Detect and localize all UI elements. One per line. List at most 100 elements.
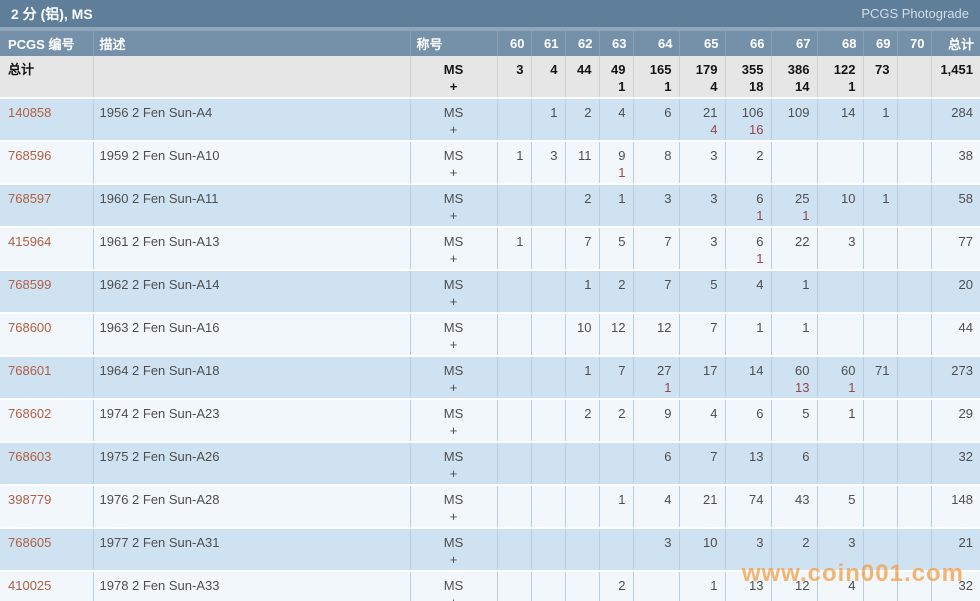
grade-cell: 7 — [678, 312, 725, 356]
grade-cell — [530, 226, 565, 270]
grade-cell — [896, 226, 931, 270]
grade-cell: 3 — [724, 527, 771, 571]
grade-cell: 1 — [564, 269, 599, 313]
grade-count: 7 — [618, 363, 626, 378]
row-total-cell: 44 — [930, 312, 980, 356]
grade-cell — [496, 312, 531, 356]
designation-ms: MS — [443, 105, 464, 120]
grade-cell — [896, 183, 931, 227]
pcgs-number-cell: 768599 — [0, 269, 93, 313]
grade-count: 7 — [710, 320, 718, 335]
grade-cell: 1 — [862, 97, 897, 141]
table-row: 768602 1974 2 Fen Sun-A23 MS +2 2 9 4 6 5 1 29 — [0, 398, 980, 442]
grade-count: 13 — [749, 449, 764, 464]
pcgs-number-cell: 768602 — [0, 398, 93, 442]
designation-cell: MS + — [409, 140, 497, 184]
designation-cell: MS + — [409, 441, 497, 485]
grade-count: 60 — [841, 363, 856, 378]
grade-cell — [816, 269, 863, 313]
grade-count: 4 — [618, 105, 626, 120]
col-header-grade-65: 65 — [678, 31, 725, 56]
designation-plus: + — [449, 79, 458, 94]
grade-count: 3 — [516, 62, 524, 77]
pcgs-number-link[interactable]: 768597 — [8, 191, 52, 206]
grade-count: 14 — [841, 105, 856, 120]
grade-cell — [496, 183, 531, 227]
pcgs-number-cell: 410025 — [0, 570, 93, 601]
grade-count: 4 — [664, 492, 672, 507]
col-header-grade-67: 67 — [770, 31, 817, 56]
grade-cell: 1 — [530, 97, 565, 141]
table-row: 768601 1964 2 Fen Sun-A18 MS +1 7 27 1 17 14 60 13… — [0, 355, 980, 399]
grade-cell: 13 — [724, 570, 771, 601]
grade-count: 6 — [802, 449, 810, 464]
grade-cell — [896, 441, 931, 485]
pcgs-number-link[interactable]: 768600 — [8, 320, 52, 335]
grade-count: 13 — [749, 578, 764, 593]
description-cell: 1964 2 Fen Sun-A18 — [92, 355, 410, 399]
totals-description-cell — [92, 56, 410, 98]
grade-count: 11 — [578, 148, 592, 163]
designation-ms: MS — [443, 578, 464, 593]
grade-cell: 4 — [632, 484, 679, 528]
grade-count: 10 — [703, 535, 718, 550]
pcgs-number-link[interactable]: 398779 — [8, 492, 52, 507]
row-total-value: 21 — [958, 535, 973, 550]
pcgs-photograde-link[interactable]: PCGS Photograde — [861, 6, 969, 21]
designation-ms: MS — [443, 320, 464, 335]
grade-plus-count: 14 — [795, 79, 810, 94]
row-total-cell: 21 — [930, 527, 980, 571]
grade-cell: 12 — [770, 570, 817, 601]
pcgs-number-link[interactable]: 768605 — [8, 535, 52, 550]
pcgs-number-link[interactable]: 768601 — [8, 363, 52, 378]
grade-cell — [862, 570, 897, 601]
table-row: 398779 1976 2 Fen Sun-A28 MS +1 4 21 74 43 5 148 — [0, 484, 980, 528]
grade-cell: 7 — [632, 226, 679, 270]
grade-count: 1 — [584, 277, 592, 292]
grade-cell: 106 16 — [724, 97, 771, 141]
designation-ms: MS — [443, 277, 464, 292]
grade-cell: 74 — [724, 484, 771, 528]
row-total-value: 29 — [958, 406, 973, 421]
col-header-total: 总计 — [930, 31, 980, 56]
grade-cell: 21 — [678, 484, 725, 528]
page-title: 2 分 (铝), MS — [11, 5, 93, 22]
title-bar: 2 分 (铝), MS PCGS Photograde — [0, 0, 980, 27]
row-total-cell: 77 — [930, 226, 980, 270]
pcgs-number-link[interactable]: 768603 — [8, 449, 52, 464]
grade-cell: 5 — [770, 398, 817, 442]
grade-cell — [862, 484, 897, 528]
description-cell: 1978 2 Fen Sun-A33 — [92, 570, 410, 601]
grade-cell: 3 — [632, 527, 679, 571]
row-total-value: 77 — [958, 234, 973, 249]
grade-cell — [496, 484, 531, 528]
totals-grade-cell: 179 4 — [678, 56, 725, 98]
col-header-grade-62: 62 — [564, 31, 599, 56]
grade-cell: 2 — [564, 398, 599, 442]
table-row: 768597 1960 2 Fen Sun-A11 MS +2 1 3 3 6 1 25 1 10 1 5… — [0, 183, 980, 227]
grade-count: 4 — [756, 277, 764, 292]
pcgs-number-link[interactable]: 410025 — [8, 578, 52, 593]
grade-cell — [530, 269, 565, 313]
grade-cell — [896, 484, 931, 528]
grade-cell — [896, 570, 931, 601]
grade-cell: 1 — [862, 183, 897, 227]
table-row: 768605 1977 2 Fen Sun-A31 MS +3 10 3 2 3 21 — [0, 527, 980, 571]
designation-cell: MS + — [409, 527, 497, 571]
grade-count: 2 — [618, 277, 626, 292]
grade-count: 3 — [710, 234, 718, 249]
pcgs-number-link[interactable]: 140858 — [8, 105, 52, 120]
pcgs-number-cell: 768603 — [0, 441, 93, 485]
pcgs-number-link[interactable]: 768602 — [8, 406, 52, 421]
pcgs-number-link[interactable]: 768599 — [8, 277, 52, 292]
pcgs-number-link[interactable]: 415964 — [8, 234, 52, 249]
grade-count: 1 — [882, 105, 890, 120]
grade-cell: 3 — [678, 140, 725, 184]
pcgs-number-link[interactable]: 768596 — [8, 148, 52, 163]
col-header-pcgs-number: PCGS 编号 — [0, 31, 93, 56]
grade-cell — [564, 441, 599, 485]
grade-cell — [496, 97, 531, 141]
grade-plus-count: 13 — [795, 380, 810, 395]
